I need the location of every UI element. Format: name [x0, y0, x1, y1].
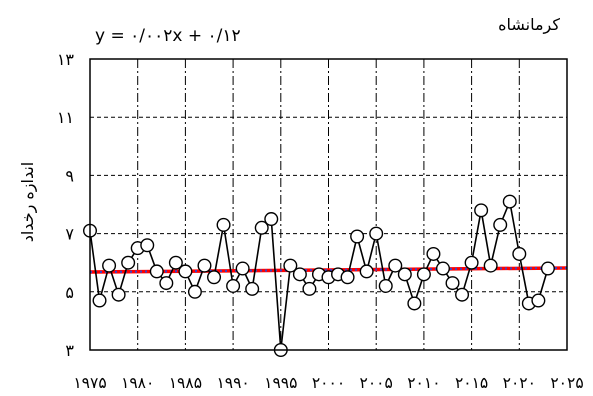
data-point	[207, 270, 222, 285]
data-point	[92, 293, 107, 308]
series	[82, 194, 555, 358]
x-tick-label: ۱۹۸۵	[169, 374, 202, 392]
x-tick-label: ۱۹۹۵	[264, 374, 297, 392]
data-point	[340, 270, 355, 285]
data-point	[292, 267, 307, 282]
data-point	[474, 203, 489, 218]
data-point	[264, 212, 279, 227]
x-tick-label: ۲۰۱۰	[407, 374, 440, 392]
data-point	[149, 264, 164, 279]
data-point	[235, 261, 250, 276]
x-tick-label: ۲۰۲۰	[503, 374, 536, 392]
data-point	[168, 255, 183, 270]
y-tick-label: ۳	[65, 341, 74, 360]
data-point	[388, 258, 403, 273]
data-point	[407, 296, 422, 311]
y-tick-label: ۹	[65, 166, 74, 185]
data-point	[493, 217, 508, 232]
x-tick-label: ۱۹۷۵	[73, 374, 106, 392]
data-point	[140, 238, 155, 253]
data-point	[455, 287, 470, 302]
data-point	[416, 267, 431, 282]
data-point	[216, 217, 231, 232]
data-point	[464, 255, 479, 270]
y-tick-labels: ۳ ۵ ۷ ۹ ۱۱ ۱۳	[57, 50, 75, 360]
data-point	[540, 261, 555, 276]
x-tick-label: ۱۹۹۰	[216, 374, 249, 392]
data-point	[426, 246, 441, 261]
x-tick-label: ۲۰۲۵	[550, 374, 583, 392]
data-point	[159, 276, 174, 291]
data-point	[369, 226, 384, 241]
grid	[90, 59, 567, 350]
data-point	[283, 258, 298, 273]
plot-area-border	[89, 58, 568, 351]
data-point	[111, 287, 126, 302]
x-tick-label: ۲۰۰۵	[360, 374, 393, 392]
y-tick-label: ۱۱	[57, 108, 74, 127]
data-point	[302, 281, 317, 296]
data-point	[226, 278, 241, 293]
data-point	[178, 264, 193, 279]
data-point	[397, 267, 412, 282]
data-point	[445, 276, 460, 291]
y-tick-label: ۱۳	[57, 50, 75, 69]
x-tick-labels: ۱۹۷۵ ۱۹۸۰ ۱۹۸۵ ۱۹۹۰ ۱۹۹۵ ۲۰۰۰ ۲۰۰۵ ۲۰۱۰ ۲۰۱۵ ۲۰۲۰…	[73, 374, 583, 392]
data-point	[531, 293, 546, 308]
data-point	[187, 284, 202, 299]
data-point	[483, 258, 498, 273]
y-axis-label: اندازه رخداد	[18, 162, 38, 243]
data-point	[378, 278, 393, 293]
y-tick-label: ۵	[65, 283, 74, 302]
x-tick-label: ۱۹۸۰	[121, 374, 154, 392]
chart-equation: y = ۰/۰۰۲x + ۰/۱۲	[95, 26, 241, 46]
y-tick-label: ۷	[65, 225, 74, 244]
x-tick-label: ۲۰۱۵	[455, 374, 488, 392]
data-point	[512, 246, 527, 261]
data-point	[359, 264, 374, 279]
data-point	[197, 258, 212, 273]
data-point	[254, 220, 269, 235]
x-tick-label: ۲۰۰۰	[312, 374, 345, 392]
data-point	[502, 194, 517, 209]
data-point	[245, 281, 260, 296]
data-point	[350, 229, 365, 244]
data-point	[435, 261, 450, 276]
data-point	[102, 258, 117, 273]
data-point	[121, 255, 136, 270]
chart-title: کرمانشاه	[498, 15, 560, 35]
